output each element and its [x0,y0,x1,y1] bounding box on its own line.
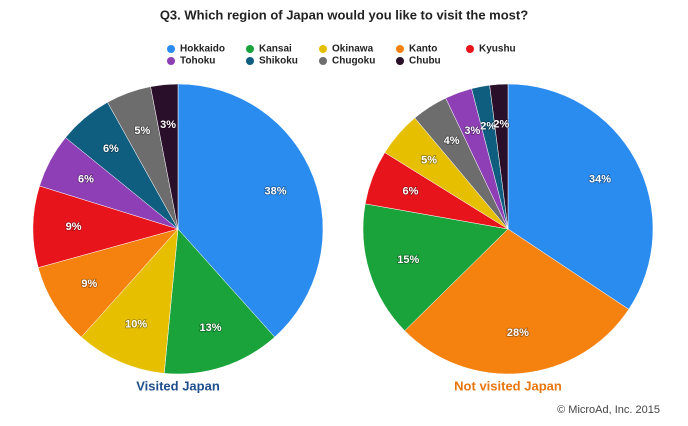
legend-marker [167,57,175,65]
slice-label: 6% [78,174,94,186]
pie-slice [32,185,179,268]
legend-marker [246,45,254,53]
legend-marker [466,45,474,53]
pie-slice [163,228,276,375]
slice-label: 2% [480,120,496,132]
legend-label: Tohoku [180,56,215,67]
legend-label: Shikoku [259,56,298,67]
slice-label: 9% [66,221,82,233]
slice-label: 3% [160,119,176,131]
legend-marker [396,45,404,53]
slice-label: 6% [403,186,419,198]
slice-label: 5% [134,125,150,137]
pie-slice [150,83,179,230]
legend-label: Chubu [409,56,441,67]
legend-marker [396,57,404,65]
slice-label: 15% [397,254,419,266]
slice-label: 34% [589,174,611,186]
legend-label: Chugoku [332,56,375,67]
legend-label: Okinawa [332,44,374,55]
legend-marker [319,57,327,65]
slice-label: 2% [493,119,509,131]
pie-slice [489,83,509,230]
slice-label: 5% [421,155,437,167]
legend-label: Kanto [409,44,437,55]
legend-marker [167,45,175,53]
pie-slice [362,203,509,332]
pie-title: Not visited Japan [454,378,562,393]
slice-label: 9% [81,278,97,290]
legend-label: Hokkaido [180,44,225,55]
legend-label: Kansai [259,44,292,55]
pie-slice [177,83,324,338]
slice-label: 4% [444,135,460,147]
pie-slice [37,228,179,338]
pie-slice [404,228,630,375]
slice-label: 10% [125,319,147,331]
slice-label: 3% [464,125,480,137]
legend-marker [246,57,254,65]
pie-title: Visited Japan [136,378,220,393]
slice-label: 38% [265,186,287,198]
legend-marker [319,45,327,53]
slice-label: 6% [103,143,119,155]
chart-title: Q3. Which region of Japan would you like… [160,7,528,22]
slice-label: 28% [507,327,529,339]
legend-label: Kyushu [479,44,516,55]
source: © MicroAd, Inc. 2015 [557,404,660,416]
pie-slice [80,228,179,374]
slice-label: 13% [200,322,222,334]
